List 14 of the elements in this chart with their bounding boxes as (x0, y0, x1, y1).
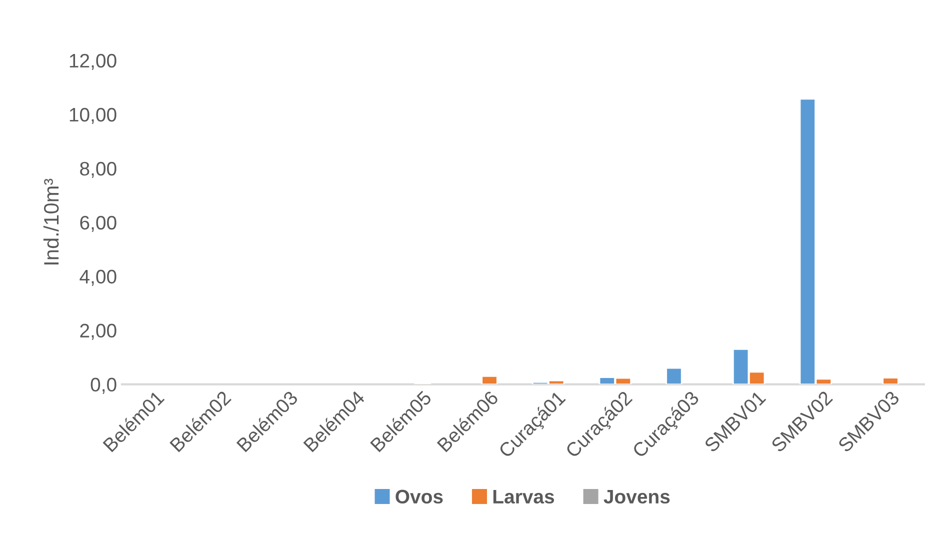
y-tick-label: 6,00 (80, 216, 116, 232)
legend-label: Larvas (493, 490, 554, 504)
y-tick-label: 2,00 (80, 324, 116, 340)
y-tick-label: 4,00 (80, 270, 116, 286)
y-tick-label: 8,00 (80, 162, 116, 178)
y-tick-label: 0,0 (90, 378, 116, 394)
bar (481, 376, 498, 384)
y-tick-label: 10,00 (70, 108, 116, 124)
y-tick-label: 12,00 (70, 54, 116, 70)
legend-label: Ovos (396, 490, 443, 504)
legend-label: Jovens (604, 490, 670, 504)
y-axis-title: Ind./10m³ (43, 178, 59, 264)
bar (882, 377, 899, 384)
bar (666, 367, 682, 384)
